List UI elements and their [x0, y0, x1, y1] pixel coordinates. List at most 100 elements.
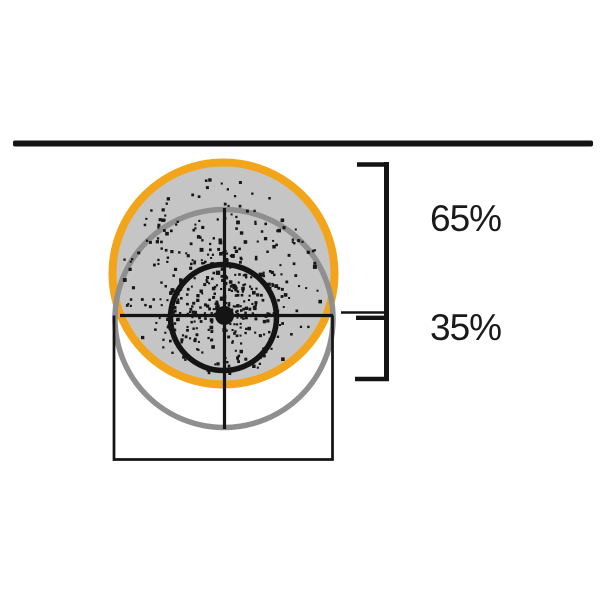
shot-dot [272, 239, 275, 242]
shot-dot [251, 192, 254, 195]
shot-dot [210, 312, 213, 315]
shot-dot [218, 240, 223, 245]
shot-dot [153, 263, 156, 267]
shot-dot [279, 264, 282, 267]
shot-dot [144, 303, 147, 307]
shot-dot [219, 252, 223, 256]
shot-dot [254, 255, 258, 259]
percent-label-bottom: 35% [430, 307, 502, 348]
shot-dot [190, 262, 193, 266]
shot-dot [263, 333, 266, 336]
shot-dot [212, 237, 215, 240]
shot-dot [162, 338, 165, 341]
shot-dot [243, 300, 246, 303]
shot-dot [208, 307, 211, 311]
shot-dot [241, 286, 245, 291]
shot-dot [235, 227, 238, 230]
shot-dot [143, 223, 147, 227]
shot-dot [235, 334, 239, 338]
shot-dot [184, 335, 188, 339]
point-of-aim-dot [215, 306, 234, 325]
shot-dot [215, 306, 220, 311]
shot-dot [166, 260, 169, 263]
shot-dot [311, 249, 315, 253]
shot-dot [154, 328, 157, 331]
shot-dot [149, 241, 152, 244]
shot-dot [236, 220, 240, 225]
shot-dot [235, 310, 238, 314]
shot-dot [243, 240, 248, 244]
shot-dot [129, 298, 133, 301]
shot-dot [228, 280, 233, 284]
shot-dot [192, 327, 195, 330]
shot-dot [233, 323, 236, 326]
shot-dot [189, 310, 192, 313]
shot-dot [225, 259, 229, 263]
shot-dot [206, 276, 210, 280]
shot-dot [193, 339, 197, 343]
shot-dot [200, 259, 203, 262]
shot-dot [186, 302, 189, 306]
shot-dot [292, 262, 296, 266]
shot-dot [261, 298, 265, 302]
shot-dot [215, 300, 219, 304]
shot-dot [152, 298, 155, 301]
shot-dot [165, 231, 169, 236]
shot-dot [206, 304, 210, 308]
shot-dot [210, 321, 214, 324]
shot-dot [205, 280, 209, 284]
shot-dot [180, 341, 183, 344]
shot-dot [242, 274, 245, 277]
shot-dot [213, 292, 216, 295]
shot-dot [160, 247, 163, 250]
top-reference-line [13, 140, 593, 147]
shot-dot [193, 261, 196, 265]
shot-dot [260, 293, 263, 297]
shot-dot [244, 331, 247, 335]
shot-dot [178, 251, 181, 254]
inner-ring [167, 261, 280, 374]
shot-dot [123, 258, 126, 261]
shot-dot [178, 312, 182, 315]
shot-dot [236, 309, 239, 313]
shot-dot [140, 298, 144, 301]
shot-dot [196, 348, 199, 351]
shot-dot [182, 355, 186, 359]
shot-dot [282, 226, 286, 230]
shot-dot [157, 258, 160, 262]
shot-dot [157, 223, 161, 227]
shot-dot [251, 302, 254, 305]
shot-dot [211, 286, 216, 291]
shot-dot [248, 294, 251, 297]
shot-dot [155, 240, 159, 244]
shot-dot [181, 334, 185, 337]
shot-dot [212, 271, 216, 275]
shot-dot [239, 326, 242, 329]
shot-dot [198, 219, 201, 222]
shot-dot [219, 296, 224, 301]
shot-dot [256, 240, 259, 243]
shot-dot [201, 292, 204, 295]
shot-dot [189, 266, 193, 270]
shot-dot [231, 341, 234, 344]
shot-dot [264, 222, 267, 226]
shot-dot [254, 222, 257, 225]
shot-dot [166, 256, 170, 259]
shot-dot [179, 278, 183, 282]
shot-dot [280, 273, 283, 276]
shot-dot [160, 240, 163, 244]
shot-dot [170, 229, 173, 233]
shot-dot [211, 277, 214, 281]
shot-dot [291, 241, 294, 244]
shot-dot [220, 267, 224, 271]
shot-dot [173, 309, 177, 313]
shot-dot [247, 299, 250, 302]
shot-dot [131, 286, 135, 290]
shot-dot [227, 364, 231, 368]
shot-dot [193, 310, 197, 314]
shot-dot [224, 276, 229, 280]
shot-dot [280, 287, 284, 291]
shot-dot [272, 245, 276, 249]
shot-dot [225, 329, 228, 332]
shot-dot [186, 328, 189, 332]
